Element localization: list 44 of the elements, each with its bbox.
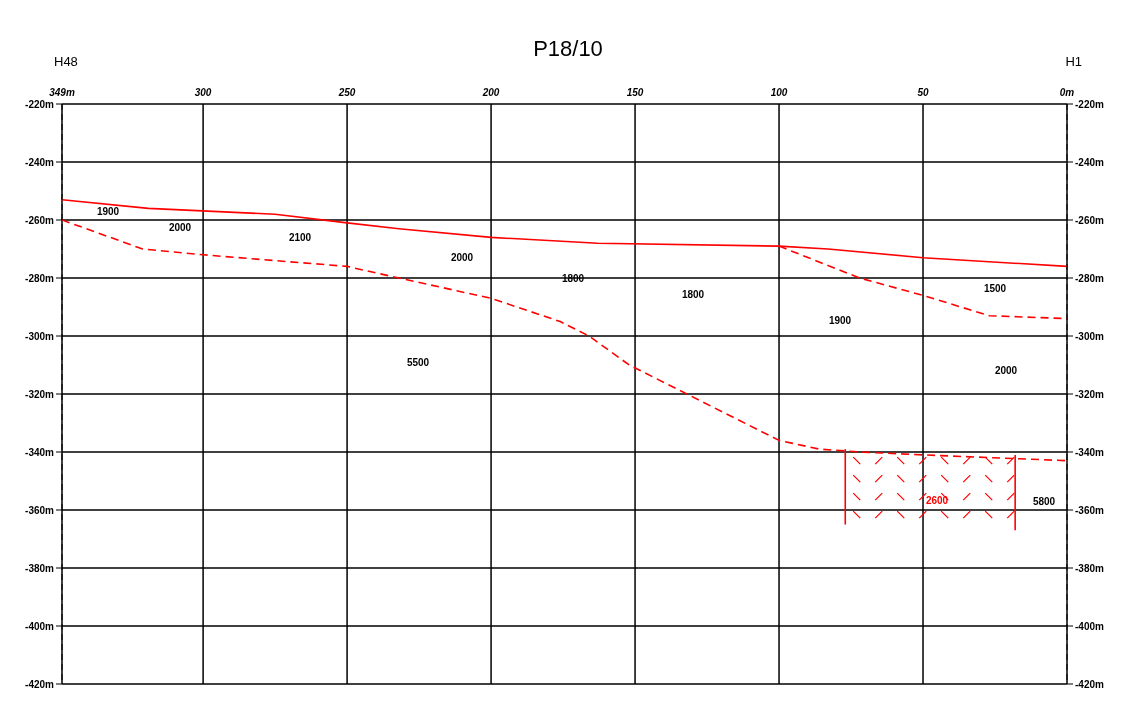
annotation: 2000 — [167, 222, 193, 233]
y-tick-label: -320m — [25, 388, 55, 400]
annotation: 5800 — [1031, 496, 1057, 507]
x-tick-label: 349m — [49, 87, 75, 98]
y-tick-label: -300m — [25, 330, 55, 342]
x-tick-label: 250 — [337, 87, 356, 98]
y-tick-label: -340m — [25, 446, 55, 458]
y2-tick-label: -320m — [1075, 388, 1105, 400]
x-tick-label: 100 — [770, 87, 788, 98]
y-tick-label: -420m — [25, 678, 55, 690]
y2-tick-label: -300m — [1075, 330, 1105, 342]
y2-tick-label: -420m — [1075, 678, 1105, 690]
x-tick-label: 300 — [194, 87, 212, 98]
y-tick-label: -260m — [25, 214, 55, 226]
text: H1 — [1065, 54, 1082, 69]
y-tick-label: -280m — [25, 272, 55, 284]
y-tick-label: -220m — [25, 98, 55, 110]
annotation: 1900 — [95, 206, 121, 217]
y2-tick-label: -220m — [1075, 98, 1105, 110]
y2-tick-label: -240m — [1075, 156, 1105, 168]
x-tick-label: 50 — [917, 87, 930, 98]
x-tick-label: 150 — [626, 87, 644, 98]
y2-tick-label: -380m — [1075, 562, 1105, 574]
annotation: 1900 — [827, 315, 853, 326]
annotation: 2000 — [993, 365, 1019, 376]
text: H48 — [54, 54, 78, 69]
y-tick-label: -380m — [25, 562, 55, 574]
y2-tick-label: -340m — [1075, 446, 1105, 458]
annotation: 1800 — [680, 289, 706, 300]
y2-tick-label: -280m — [1075, 272, 1105, 284]
x-tick-label: 200 — [481, 87, 500, 98]
annotation: 2000 — [449, 252, 475, 263]
y-tick-label: -240m — [25, 156, 55, 168]
y2-tick-label: -360m — [1075, 504, 1105, 516]
x-tick-label: 0m — [1059, 87, 1075, 98]
chart-title: P18/10 — [533, 36, 603, 61]
annotation: 5500 — [405, 357, 431, 368]
y2-tick-label: -260m — [1075, 214, 1105, 226]
y2-tick-label: -400m — [1075, 620, 1105, 632]
y-tick-label: -400m — [25, 620, 55, 632]
annotation: 1500 — [982, 283, 1008, 294]
annotation: 2600 — [924, 495, 950, 506]
y-tick-label: -360m — [25, 504, 55, 516]
annotation: 2100 — [287, 232, 313, 243]
